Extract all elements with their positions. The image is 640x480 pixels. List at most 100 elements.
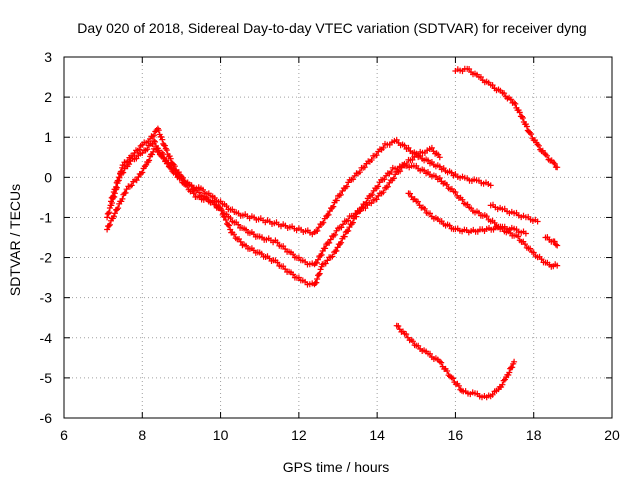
data-point-marker: [501, 90, 508, 97]
data-point-marker: [211, 201, 218, 208]
data-point-marker: [119, 195, 126, 202]
x-tick-label: 14: [369, 427, 385, 443]
data-point-marker: [320, 219, 327, 226]
data-point-marker: [554, 164, 561, 171]
data-point-marker: [151, 132, 157, 139]
y-tick-label: -4: [40, 330, 53, 346]
data-point-marker: [332, 231, 339, 238]
data-point-marker: [144, 146, 151, 153]
data-point-marker: [316, 270, 323, 277]
data-point-marker: [368, 200, 375, 207]
x-tick-label: 10: [213, 427, 229, 443]
data-point-marker: [380, 189, 387, 196]
data-point-marker: [313, 279, 320, 286]
y-tick-label: 0: [44, 169, 52, 185]
data-point-marker: [164, 159, 171, 166]
data-point-marker: [274, 259, 281, 266]
data-point-marker: [237, 238, 244, 245]
data-point-marker: [415, 152, 422, 159]
data-point-marker: [522, 230, 529, 237]
data-point-marker: [507, 96, 514, 103]
data-point-marker: [108, 198, 114, 205]
data-point-marker: [315, 271, 322, 278]
data-point-marker: [349, 219, 356, 226]
data-point-marker: [107, 221, 113, 228]
data-point-marker: [552, 241, 559, 248]
data-point-marker: [221, 213, 228, 220]
x-tick-label: 6: [60, 427, 68, 443]
series-trace-b: [108, 137, 443, 268]
data-point-marker: [373, 152, 380, 159]
data-point-marker: [409, 156, 416, 163]
data-point-marker: [218, 207, 225, 214]
data-point-marker: [446, 222, 453, 229]
data-point-marker: [403, 331, 410, 338]
data-point-marker: [395, 323, 402, 329]
data-point-marker: [223, 203, 230, 209]
series-trace-c: [104, 145, 561, 288]
data-point-marker: [149, 151, 156, 158]
data-point-marker: [477, 74, 484, 80]
data-point-marker: [375, 183, 382, 190]
data-point-marker: [500, 377, 507, 384]
data-point-marker: [180, 177, 187, 184]
y-tick-label: 2: [44, 89, 52, 105]
data-point-marker: [428, 144, 435, 151]
data-point-marker: [427, 210, 433, 217]
data-point-marker: [515, 233, 522, 240]
data-point-marker: [483, 213, 490, 220]
data-point-marker: [554, 262, 561, 269]
data-point-marker: [325, 211, 332, 218]
data-point-marker: [313, 259, 320, 266]
data-point-marker: [315, 256, 321, 263]
data-point-marker: [432, 173, 439, 180]
data-point-marker: [330, 203, 337, 210]
data-point-marker: [340, 221, 346, 228]
data-point-marker: [115, 205, 122, 212]
data-point-marker: [314, 227, 321, 234]
data-point-marker: [393, 136, 400, 143]
data-point-marker: [554, 242, 561, 249]
data-point-marker: [489, 82, 496, 89]
data-point-marker: [318, 251, 325, 258]
data-point-marker: [450, 375, 456, 382]
data-point-marker: [534, 218, 541, 225]
data-point-marker: [444, 368, 451, 374]
data-point-marker: [427, 350, 433, 357]
data-point-marker: [203, 194, 210, 201]
data-point-marker: [338, 239, 345, 246]
y-tick-label: -6: [40, 410, 53, 426]
data-point-marker: [109, 194, 116, 201]
data-point-marker: [499, 381, 506, 388]
data-point-marker: [421, 167, 428, 174]
data-point-marker: [200, 186, 206, 193]
x-tick-label: 20: [604, 427, 620, 443]
data-point-marker: [491, 219, 498, 226]
data-point-marker: [314, 276, 321, 282]
data-point-marker: [436, 154, 443, 161]
series-trace-e: [487, 201, 541, 225]
data-point-marker: [415, 342, 422, 349]
data-point-marker: [322, 245, 329, 252]
data-point-marker: [516, 109, 523, 116]
y-axis-label: SDTVAR / TECUs: [7, 184, 23, 296]
data-point-marker: [188, 182, 195, 189]
data-point-marker: [380, 144, 387, 151]
data-point-marker: [337, 241, 343, 247]
data-point-marker: [122, 189, 129, 196]
data-point-marker: [172, 170, 179, 177]
data-point-marker: [443, 181, 450, 188]
data-point-marker: [161, 142, 168, 149]
data-point-marker: [534, 141, 541, 148]
y-tick-label: -1: [40, 209, 53, 225]
data-point-marker: [345, 217, 352, 224]
data-series: [104, 65, 561, 401]
data-point-marker: [535, 142, 542, 149]
x-tick-label: 16: [448, 427, 464, 443]
data-point-marker: [133, 177, 140, 184]
data-point-marker: [326, 208, 333, 215]
data-point-marker: [235, 221, 242, 228]
data-point-marker: [343, 183, 350, 190]
